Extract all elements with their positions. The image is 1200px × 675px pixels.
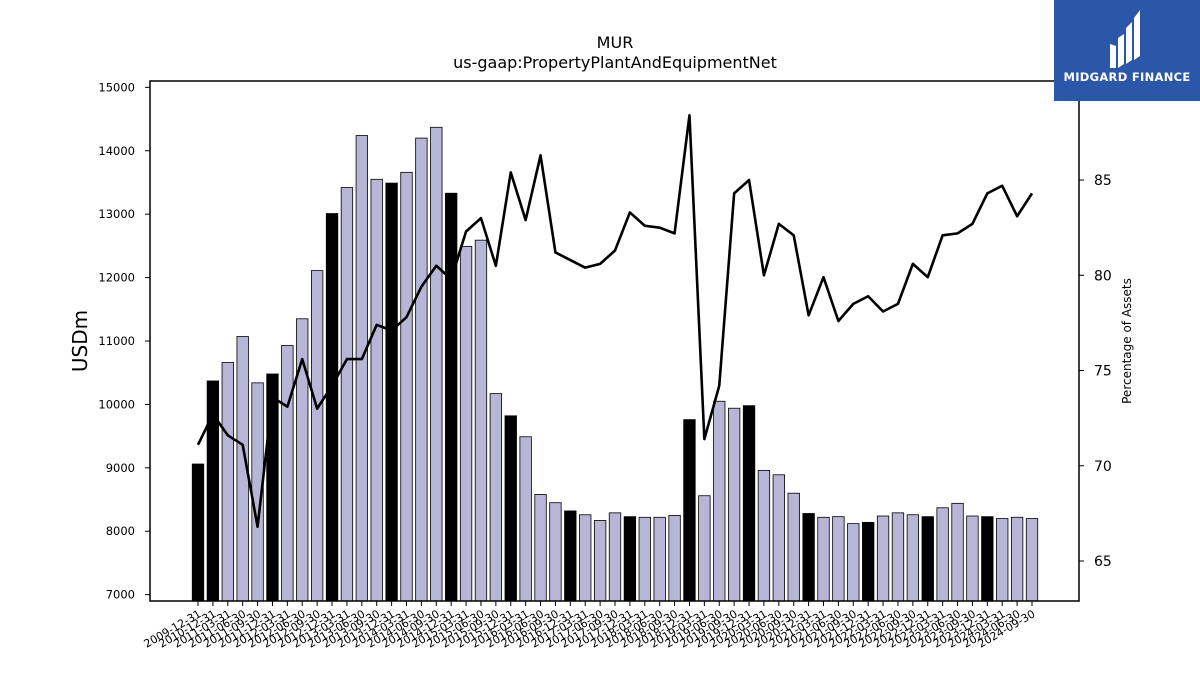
bar-2023-06-30	[951, 502, 964, 602]
bar-2013-12-31	[385, 182, 398, 602]
bar-2024-09-30	[1025, 518, 1039, 602]
bar-2018-03-31	[638, 516, 651, 602]
bar-2013-09-30	[370, 178, 383, 602]
bar-2021-09-30	[847, 523, 860, 602]
left-tick-label-9000: 9000	[106, 461, 135, 475]
bar-2021-06-30	[832, 516, 845, 602]
bar-2012-03-31	[281, 345, 294, 602]
right-tick-label-80: 80	[1094, 268, 1112, 284]
bar-2022-03-31	[876, 515, 890, 602]
bar-2023-03-31	[936, 507, 949, 602]
bar-2015-06-30	[474, 239, 488, 602]
bar-series	[191, 126, 1039, 602]
logo-text: MIDGARD FINANCE	[1063, 70, 1191, 84]
midgard-finance-logo: MIDGARD FINANCE	[1054, 0, 1200, 101]
bar-2012-09-30	[310, 270, 324, 602]
bar-2016-06-30	[534, 494, 547, 602]
bar-2014-09-30	[430, 126, 443, 602]
chart-title: MUR	[597, 33, 634, 52]
bar-2017-06-30	[593, 520, 607, 602]
chart-subtitle: us-gaap:PropertyPlantAndEquipmentNet	[453, 53, 777, 72]
bar-2018-09-30	[668, 514, 681, 602]
right-y-axis: 65 70 75 80 85	[1079, 173, 1112, 570]
left-tick-label-7000: 7000	[106, 588, 135, 602]
bar-2022-09-30	[906, 514, 920, 602]
bar-2017-09-30	[608, 512, 622, 602]
bar-2019-06-30	[713, 400, 726, 602]
percentage-line-series	[196, 113, 1034, 529]
bar-2019-12-31	[742, 405, 756, 602]
right-axis-label: Percentage of Assets	[1120, 278, 1134, 404]
left-axis-label: USDm	[68, 310, 92, 372]
bar-2018-06-30	[653, 516, 666, 602]
bar-2021-12-31	[862, 521, 875, 602]
bar-2020-03-31	[757, 469, 771, 602]
left-y-axis: 7000 8000 9000 10000 11000 12000 13000 14000 150…	[98, 80, 150, 602]
percentage-of-assets-line	[196, 113, 1034, 529]
right-tick-label-75: 75	[1094, 364, 1112, 380]
bar-2015-12-31	[504, 415, 517, 602]
bar-2024-03-31	[996, 518, 1009, 602]
left-tick-label-15000: 15000	[98, 80, 135, 94]
right-tick-label-70: 70	[1094, 459, 1112, 475]
bar-2019-09-30	[727, 407, 741, 602]
right-tick-label-65: 65	[1094, 554, 1112, 570]
bar-2014-06-30	[415, 137, 428, 602]
bar-2022-12-31	[921, 516, 934, 602]
left-tick-label-8000: 8000	[106, 524, 135, 538]
bar-2014-12-31	[445, 192, 458, 602]
bar-2013-06-30	[355, 135, 368, 602]
bar-2020-09-30	[787, 492, 800, 602]
bar-2024-06-30	[1010, 516, 1024, 602]
bar-2021-03-31	[817, 516, 830, 602]
bar-2017-12-31	[623, 516, 637, 602]
bar-2018-12-31	[683, 419, 696, 602]
x-axis: 2009-12-312010-12-312011-03-312011-06-30…	[142, 601, 1038, 651]
bar-2016-12-31	[564, 510, 577, 602]
bar-2014-03-31	[400, 171, 413, 602]
bar-2013-03-31	[340, 187, 354, 602]
left-tick-label-11000: 11000	[98, 334, 135, 348]
bar-2009-12-31	[191, 463, 205, 602]
bar-2017-03-31	[579, 514, 592, 602]
bar-2011-03-31	[221, 362, 234, 602]
midgard-logo-icon	[1110, 10, 1140, 68]
left-tick-label-13000: 13000	[98, 207, 135, 221]
bar-2023-09-30	[966, 515, 979, 602]
bar-2020-06-30	[772, 474, 785, 602]
left-tick-label-14000: 14000	[98, 144, 135, 158]
bar-2023-12-31	[981, 516, 994, 602]
plot-frame	[149, 80, 1080, 602]
bar-2015-09-30	[489, 393, 503, 602]
left-tick-label-10000: 10000	[98, 397, 135, 411]
left-tick-label-12000: 12000	[98, 271, 135, 285]
right-tick-label-85: 85	[1094, 173, 1112, 189]
bar-2022-06-30	[891, 512, 905, 602]
bar-2016-09-30	[549, 502, 562, 602]
bar-2020-12-31	[802, 513, 815, 602]
bar-2015-03-31	[459, 246, 473, 602]
bar-2019-03-31	[698, 495, 711, 602]
bar-2012-12-31	[325, 213, 339, 602]
bar-2016-03-31	[519, 436, 532, 602]
